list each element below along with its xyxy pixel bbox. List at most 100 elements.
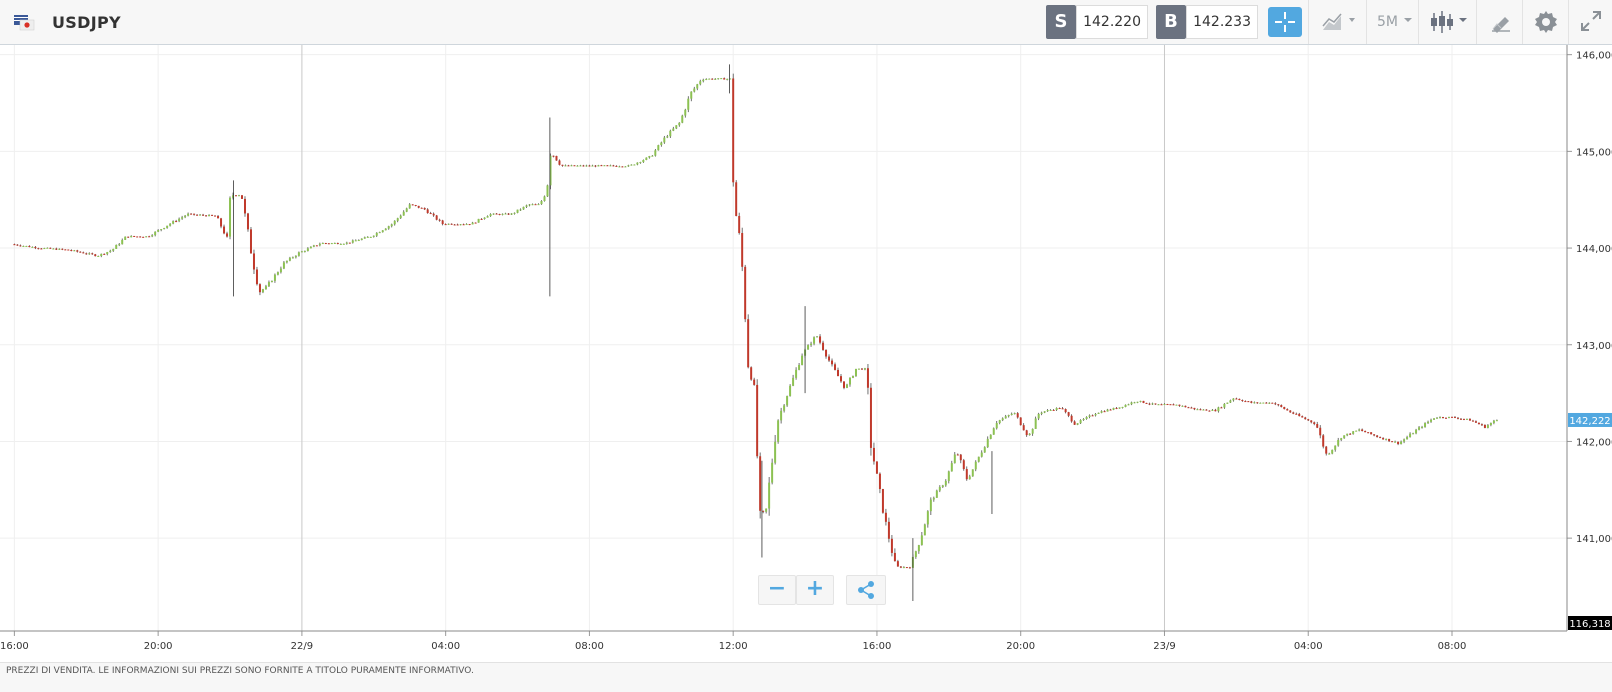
crosshair-button[interactable] bbox=[1268, 7, 1302, 37]
price-chart[interactable]: 146,000 145,000 144,000 143,000 142,000 141,0… bbox=[0, 45, 1612, 662]
candle bbox=[795, 367, 798, 380]
candle bbox=[711, 78, 714, 80]
candle bbox=[1076, 423, 1079, 426]
candle bbox=[1232, 398, 1235, 402]
candle bbox=[25, 245, 28, 247]
candle bbox=[1388, 438, 1391, 443]
candle bbox=[1424, 422, 1427, 428]
candle bbox=[798, 363, 801, 371]
last-price-badge bbox=[1568, 412, 1612, 427]
buy-label[interactable]: B bbox=[1156, 5, 1186, 39]
chart-style-dropdown[interactable] bbox=[1308, 0, 1366, 44]
candle bbox=[232, 192, 235, 200]
candle bbox=[618, 165, 621, 168]
candle bbox=[525, 204, 528, 208]
candle bbox=[866, 364, 869, 395]
x-tick-label: 20:00 bbox=[1006, 641, 1035, 652]
candle bbox=[1208, 410, 1211, 412]
candle bbox=[459, 224, 462, 226]
candle bbox=[396, 217, 399, 223]
candle bbox=[690, 91, 693, 102]
candle bbox=[387, 225, 390, 230]
candle bbox=[67, 249, 70, 251]
candle-type-dropdown[interactable] bbox=[1418, 0, 1476, 44]
candle bbox=[438, 218, 441, 222]
candle bbox=[986, 436, 989, 448]
candle bbox=[252, 249, 255, 275]
candle bbox=[567, 164, 570, 167]
candle bbox=[408, 203, 411, 209]
candle bbox=[926, 510, 929, 528]
candle bbox=[615, 165, 618, 167]
candle bbox=[426, 208, 429, 214]
candle bbox=[1468, 418, 1471, 421]
candle bbox=[52, 248, 55, 250]
fullscreen-button[interactable] bbox=[1568, 0, 1612, 44]
candle bbox=[1439, 416, 1442, 419]
candle bbox=[630, 164, 633, 166]
drawing-tool-button[interactable] bbox=[1476, 0, 1522, 44]
timeframe-dropdown[interactable]: 5M bbox=[1366, 0, 1418, 44]
candle bbox=[1379, 436, 1382, 439]
candle bbox=[211, 214, 214, 216]
candle bbox=[1049, 409, 1052, 411]
candle bbox=[193, 213, 196, 216]
candle bbox=[1316, 421, 1319, 429]
candle bbox=[240, 195, 243, 200]
candle bbox=[831, 358, 834, 367]
candle bbox=[1133, 401, 1136, 404]
candle bbox=[1172, 403, 1175, 406]
candle bbox=[1465, 418, 1468, 420]
candle bbox=[1286, 408, 1289, 411]
candle bbox=[1403, 438, 1406, 444]
chart-toolbar: USDJPY S 142.220 B 142.233 5M bbox=[0, 0, 1612, 45]
candle bbox=[1229, 399, 1232, 403]
candle bbox=[1385, 438, 1388, 441]
candle bbox=[845, 383, 848, 389]
candle bbox=[378, 231, 381, 234]
candle bbox=[1061, 407, 1064, 410]
candle bbox=[450, 223, 453, 225]
candle bbox=[208, 214, 211, 217]
candle bbox=[1067, 411, 1070, 418]
candle bbox=[789, 384, 792, 397]
candle bbox=[399, 214, 402, 219]
candle bbox=[546, 184, 549, 198]
candle bbox=[642, 159, 645, 163]
candle bbox=[1480, 423, 1483, 427]
candle bbox=[723, 77, 726, 80]
candle bbox=[1373, 434, 1376, 437]
candle bbox=[1334, 445, 1337, 452]
sell-label[interactable]: S bbox=[1046, 5, 1076, 39]
candle bbox=[61, 248, 64, 251]
candle bbox=[91, 252, 94, 255]
share-button[interactable] bbox=[846, 575, 886, 605]
candle bbox=[920, 532, 923, 546]
candle bbox=[474, 222, 477, 224]
candle bbox=[1271, 402, 1274, 404]
buy-price[interactable]: 142.233 bbox=[1186, 5, 1258, 39]
candle bbox=[19, 244, 22, 247]
candle bbox=[1352, 431, 1355, 435]
candle bbox=[1367, 432, 1370, 434]
candle bbox=[127, 236, 130, 238]
candle bbox=[315, 245, 318, 247]
candle bbox=[40, 248, 43, 250]
candle bbox=[1217, 406, 1220, 413]
settings-button[interactable] bbox=[1522, 0, 1568, 44]
candle bbox=[956, 453, 959, 456]
candle bbox=[270, 280, 273, 283]
candle bbox=[1082, 418, 1085, 421]
zoom-out-button[interactable]: − bbox=[758, 575, 796, 605]
candle bbox=[735, 180, 738, 217]
candle bbox=[561, 164, 564, 167]
candle bbox=[579, 164, 582, 167]
candle bbox=[1154, 403, 1157, 405]
candle bbox=[905, 567, 908, 569]
sell-price[interactable]: 142.220 bbox=[1076, 5, 1148, 39]
candle bbox=[76, 249, 79, 253]
candle bbox=[555, 155, 558, 161]
candle bbox=[663, 135, 666, 144]
candle bbox=[968, 474, 971, 480]
zoom-in-button[interactable]: + bbox=[796, 575, 834, 605]
